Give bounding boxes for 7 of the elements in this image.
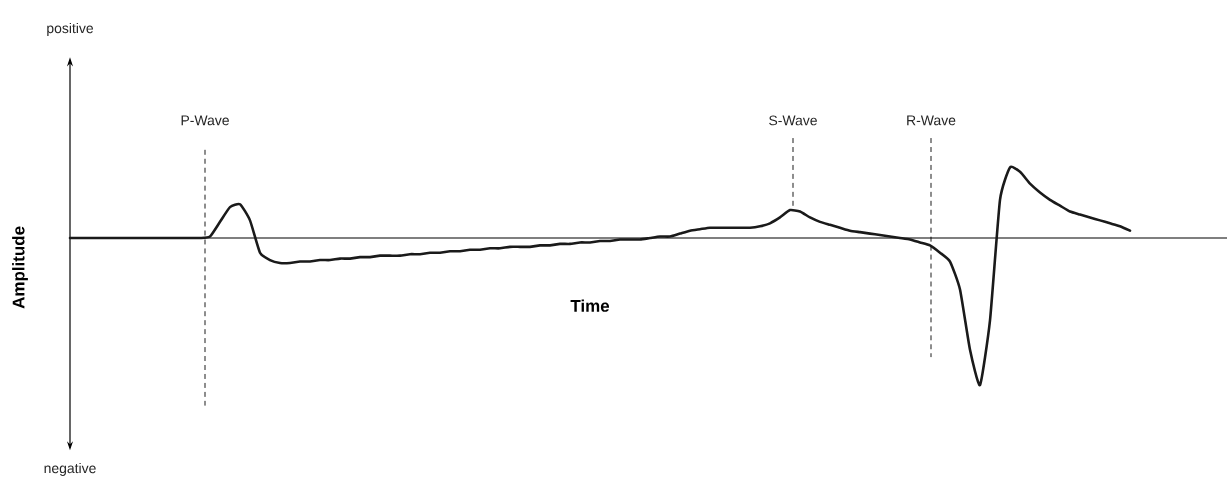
y-axis-title: Amplitude (12, 226, 28, 309)
text: S-Wave (769, 115, 817, 126)
x-axis-title: Time (570, 299, 610, 312)
text: positive (47, 22, 94, 36)
text: R-Wave (907, 115, 956, 126)
text: negative (44, 462, 96, 476)
text: P-Wave (181, 115, 229, 126)
